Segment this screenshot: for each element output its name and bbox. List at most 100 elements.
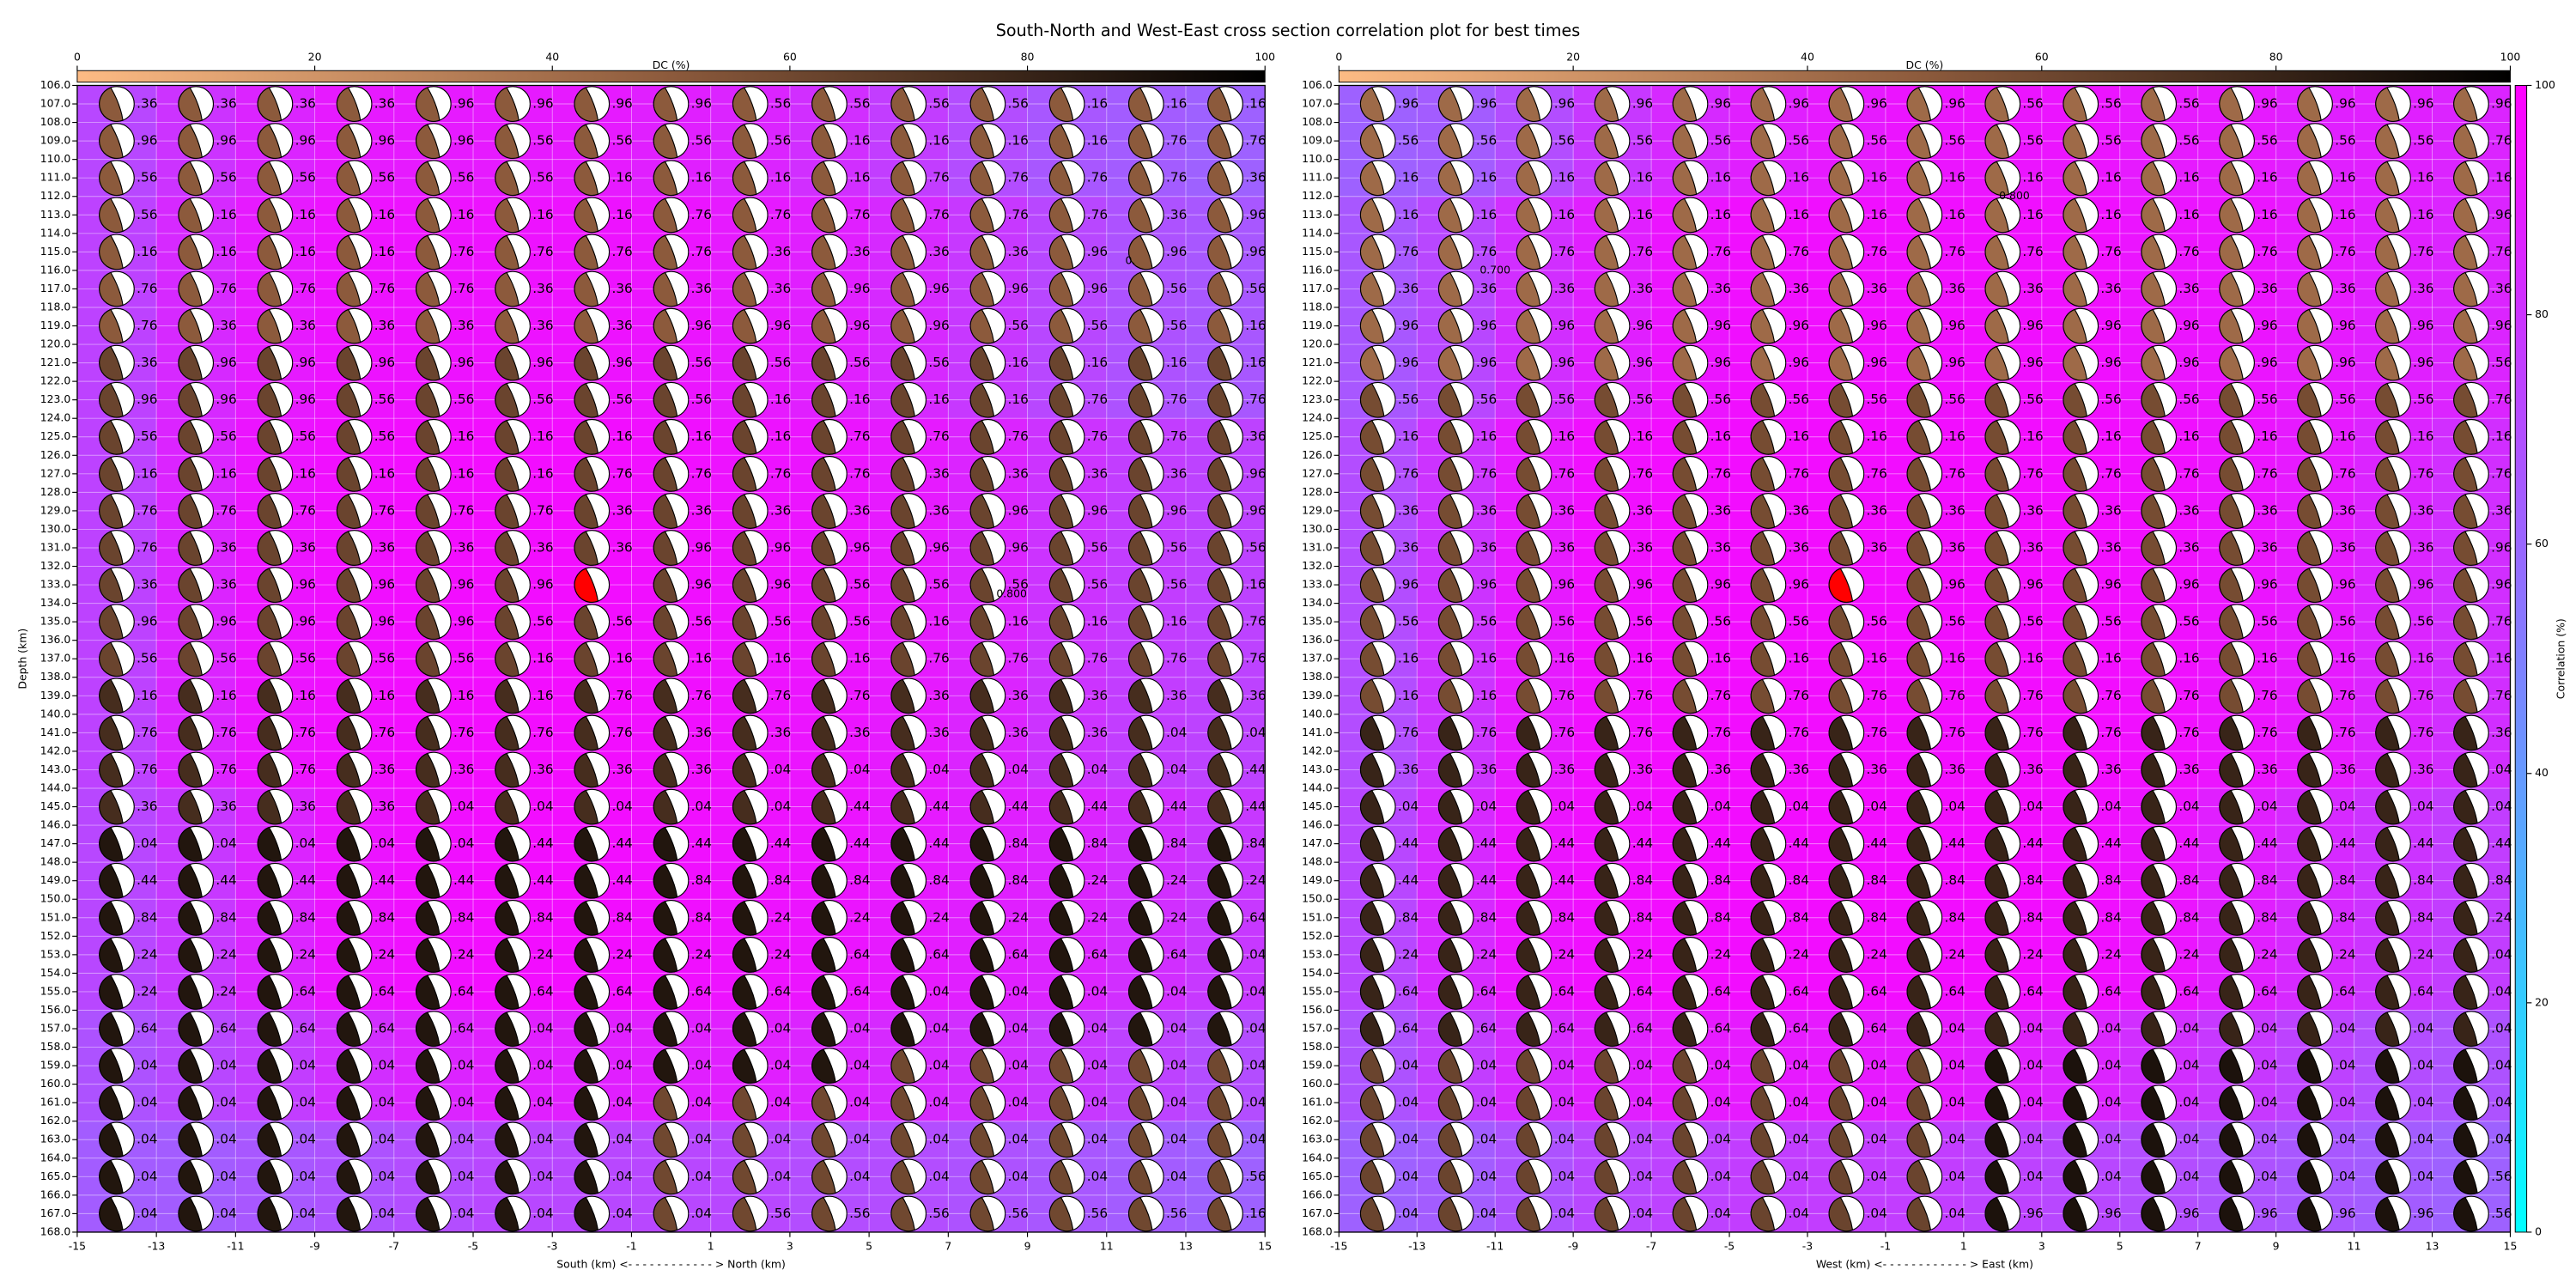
time-label: .96 [1245,244,1266,259]
time-label: .84 [1710,872,1731,888]
time-label: .16 [1867,651,1887,666]
x-tick-label: -13 [1408,1240,1425,1253]
time-label: .16 [1789,651,1809,666]
time-label: .84 [770,872,791,888]
time-label: .96 [1087,244,1108,259]
y-tick-label: 108.0 [1302,115,1333,128]
time-label: .56 [2335,392,2355,407]
time-label: .04 [2100,1169,2121,1184]
time-label: .76 [1087,651,1108,666]
time-label: .04 [216,835,236,851]
time-label: .76 [2491,688,2512,703]
time-label: .56 [2257,392,2277,407]
time-label: .96 [2413,1206,2433,1221]
time-label: .36 [2100,281,2121,296]
time-label: .76 [2491,465,2512,481]
time-label: .56 [1166,281,1187,296]
time-label: .36 [137,96,157,112]
time-label: .56 [1789,392,1809,407]
time-label: .56 [1554,133,1575,149]
time-label: .04 [137,835,157,851]
y-tick-label: 148.0 [1302,855,1333,868]
time-label: .16 [216,465,236,481]
time-label: .56 [1789,133,1809,149]
y-tick-label: 138.0 [40,670,71,683]
time-label: .44 [374,872,395,888]
time-label: .36 [1945,502,1965,518]
x-tick-label: 9 [2273,1240,2280,1253]
time-label: .24 [1166,909,1187,925]
dc-tick-label: 0 [74,50,81,63]
time-label: .24 [2491,909,2512,925]
time-label: .36 [1710,762,1731,777]
time-label: .04 [691,1058,712,1073]
time-label: .64 [928,946,949,962]
time-label: .56 [295,428,316,444]
time-label: .04 [1087,1095,1108,1110]
time-label: .04 [1166,1021,1187,1036]
time-label: .76 [453,281,474,296]
time-label: .96 [2335,96,2355,112]
time-label: .24 [374,946,395,962]
contour-label: 0. [1126,254,1136,267]
time-label: .16 [1867,170,1887,185]
y-tick-label: 130.0 [40,522,71,535]
time-label: .76 [1945,465,1965,481]
y-tick-label: 116.0 [40,263,71,276]
y-tick-label: 166.0 [40,1188,71,1200]
time-label: .04 [611,799,632,814]
time-label: .16 [216,244,236,259]
time-label: .56 [137,428,157,444]
time-label: .44 [1554,872,1575,888]
y-tick-label: 122.0 [40,374,71,387]
x-tick-label: 13 [1179,1240,1193,1253]
time-label: .36 [1476,762,1497,777]
time-label: .04 [770,1021,791,1036]
time-label: .76 [374,502,395,518]
time-label: .36 [453,762,474,777]
y-tick-label: 117.0 [40,282,71,295]
time-label: .04 [1008,1132,1029,1147]
time-label: .36 [928,244,949,259]
time-label: .56 [611,392,632,407]
y-tick-label: 156.0 [40,1003,71,1016]
time-label: .04 [770,1095,791,1110]
time-label: .04 [1710,1058,1731,1073]
time-label: .76 [216,502,236,518]
time-label: .96 [1008,502,1029,518]
time-label: .64 [374,1021,395,1036]
time-label: .76 [2100,465,2121,481]
time-label: .04 [1087,1058,1108,1073]
time-label: .56 [2178,133,2199,149]
x-tick-label: -5 [1724,1240,1735,1253]
time-label: .56 [2257,133,2277,149]
time-label: .04 [1554,1132,1575,1147]
time-label: .24 [2335,946,2355,962]
time-label: .16 [2257,428,2277,444]
time-label: .36 [1554,281,1575,296]
time-label: .56 [216,651,236,666]
time-label: .04 [770,1058,791,1073]
time-label: .36 [849,725,870,740]
y-tick-label: 153.0 [40,947,71,960]
time-label: .04 [2335,1058,2355,1073]
time-label: .56 [611,614,632,629]
time-label: .04 [1476,1095,1497,1110]
time-label: .96 [1789,577,1809,592]
time-label: .76 [1245,614,1266,629]
y-tick-label: 137.0 [40,652,71,665]
time-label: .24 [691,946,712,962]
y-tick-label: 115.0 [1302,245,1333,258]
time-label: .96 [453,614,474,629]
time-label: .36 [611,539,632,555]
time-label: .36 [1476,502,1497,518]
x-tick-label: -7 [389,1240,399,1253]
time-label: .96 [1632,318,1653,333]
time-label: .96 [137,133,157,149]
x-tick-label: 7 [2195,1240,2202,1253]
time-label: .04 [691,1095,712,1110]
time-label: .64 [1867,1021,1887,1036]
time-label: .56 [374,428,395,444]
time-label: .04 [532,1169,553,1184]
time-label: .56 [2491,1206,2512,1221]
